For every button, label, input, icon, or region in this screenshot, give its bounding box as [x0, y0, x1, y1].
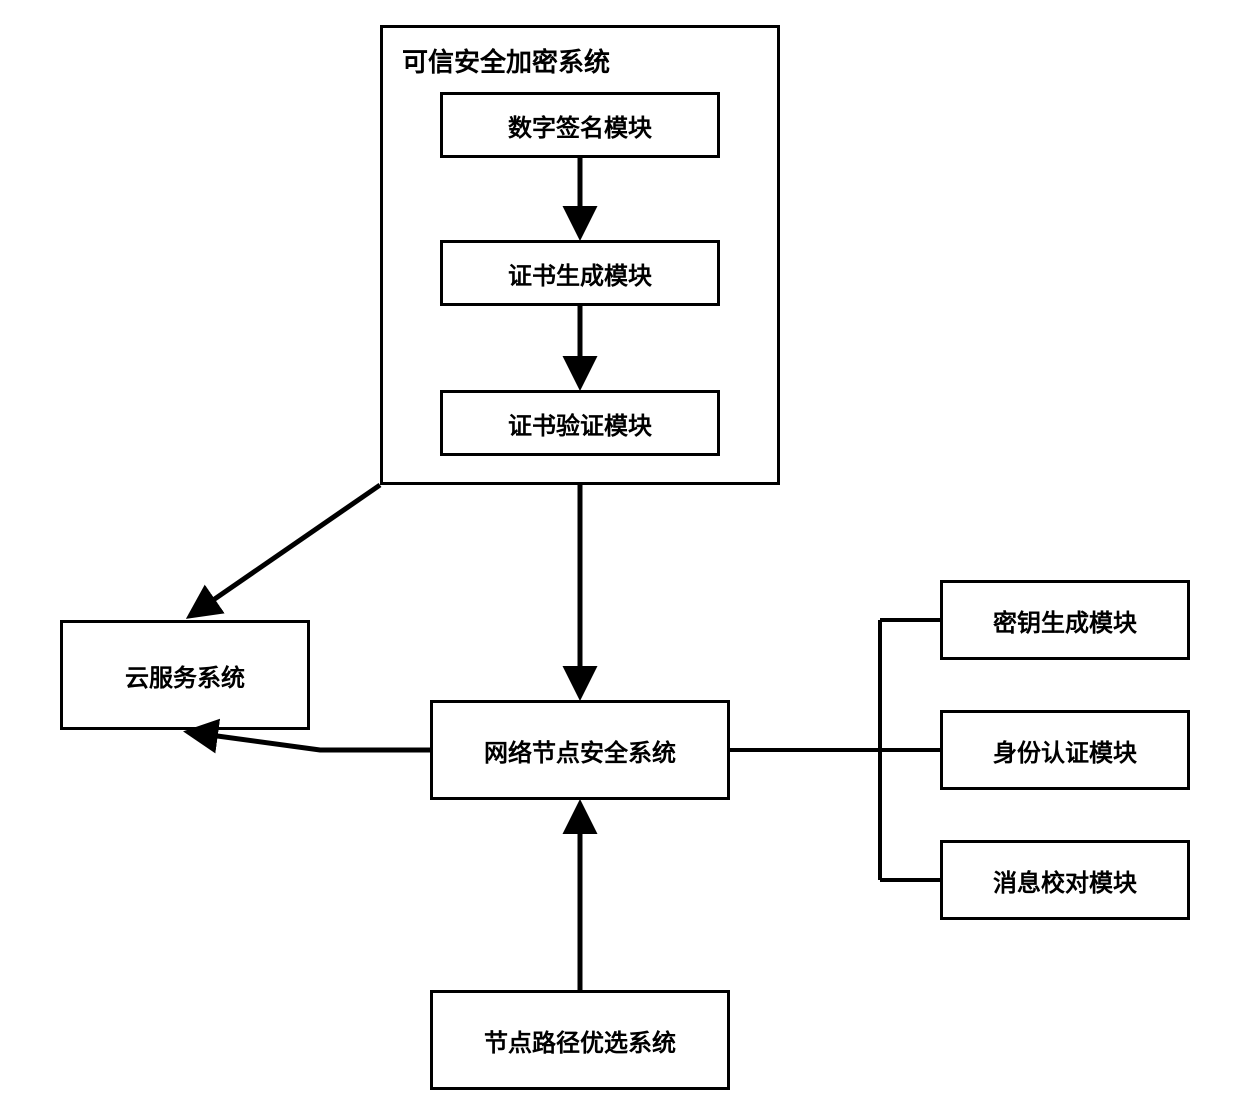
node-digital-signature: 数字签名模块 — [440, 92, 720, 158]
node-label: 云服务系统 — [125, 658, 245, 693]
node-label: 网络节点安全系统 — [484, 733, 676, 768]
node-label: 消息校对模块 — [993, 863, 1137, 898]
node-label: 身份认证模块 — [993, 733, 1137, 768]
node-identity-auth: 身份认证模块 — [940, 710, 1190, 790]
node-label: 证书生成模块 — [508, 256, 652, 291]
node-message-check: 消息校对模块 — [940, 840, 1190, 920]
arrow-container-to-cloud — [190, 485, 380, 616]
node-path-optimization: 节点路径优选系统 — [430, 990, 730, 1090]
node-label: 密钥生成模块 — [993, 603, 1137, 638]
node-cert-generation: 证书生成模块 — [440, 240, 720, 306]
container-label: 可信安全加密系统 — [402, 42, 610, 79]
node-label: 数字签名模块 — [508, 108, 652, 143]
node-cloud-service: 云服务系统 — [60, 620, 310, 730]
node-network-security: 网络节点安全系统 — [430, 700, 730, 800]
node-label: 证书验证模块 — [508, 406, 652, 441]
node-key-generation: 密钥生成模块 — [940, 580, 1190, 660]
node-label: 节点路径优选系统 — [484, 1023, 676, 1058]
arrow-ns-to-cloud — [188, 732, 430, 750]
node-cert-verification: 证书验证模块 — [440, 390, 720, 456]
